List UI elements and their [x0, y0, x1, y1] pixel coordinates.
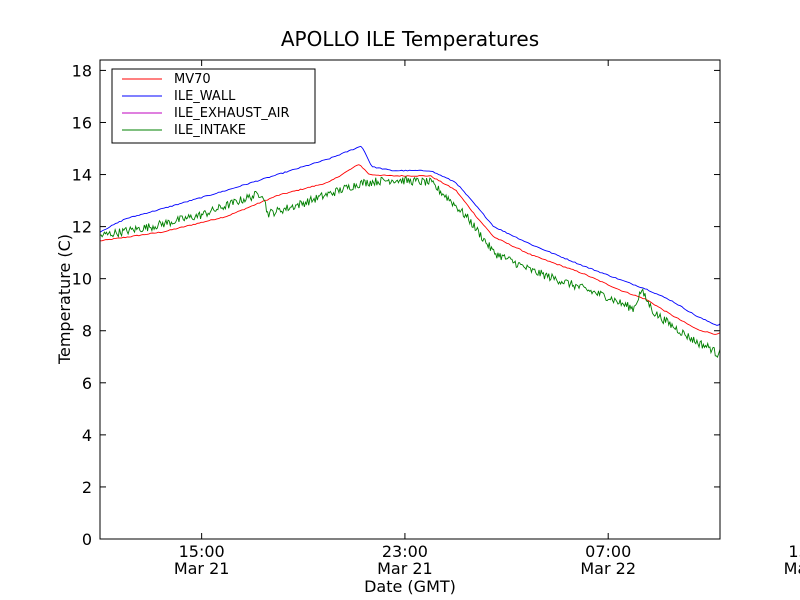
y-tick-label: 8: [82, 322, 92, 341]
y-tick-label: 10: [72, 270, 92, 289]
legend-label: MV70: [174, 72, 211, 87]
x-tick-label-time: 07:00: [585, 542, 631, 561]
x-axis-label: Date (GMT): [364, 577, 456, 596]
y-tick-label: 2: [82, 478, 92, 497]
x-tick-label-date: Mar 21: [174, 559, 230, 578]
legend-box: [111, 68, 316, 144]
x-tick-label-date: Mar 21: [377, 559, 433, 578]
y-tick-label: 12: [72, 218, 92, 237]
y-tick-label: 6: [82, 374, 92, 393]
y-tick-label: 0: [82, 530, 92, 549]
y-tick-label: 4: [82, 426, 92, 445]
x-tick-label-time: 15:00: [788, 542, 800, 561]
x-tick-label-date: Mar 22: [784, 559, 800, 578]
y-tick-label: 14: [72, 166, 92, 185]
y-tick-label: 16: [72, 113, 92, 132]
y-tick-label: 18: [72, 61, 92, 80]
series-line-ile-wall: [100, 145, 720, 326]
y-axis-label: Temperature (C): [55, 234, 74, 365]
legend: MV70 ILE_WALL ILE_EXHAUST_AIR ILE_INTAKE: [111, 68, 316, 144]
series-line-ile-intake: [100, 175, 720, 358]
legend-label: ILE_INTAKE: [174, 123, 246, 138]
series-line-mv70: [100, 164, 720, 335]
legend-label: ILE_WALL: [174, 89, 236, 104]
plot-frame: [99, 59, 721, 540]
x-tick-label-time: 15:00: [179, 542, 225, 561]
x-tick-label-date: Mar 22: [580, 559, 636, 578]
chart-title: APOLLO ILE Temperatures: [281, 27, 539, 51]
x-tick-label-time: 23:00: [382, 542, 428, 561]
legend-label: ILE_EXHAUST_AIR: [174, 106, 290, 121]
plot-area: [100, 145, 720, 358]
